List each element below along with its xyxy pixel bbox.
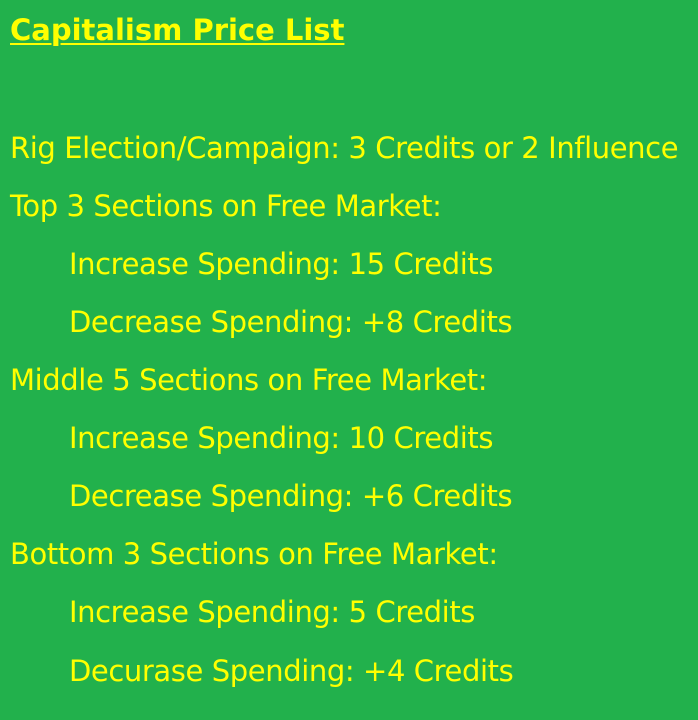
top-sections-heading: Top 3 Sections on Free Market:: [10, 189, 442, 223]
middle-decrease-spending-line: Decrease Spending: +6 Credits: [69, 479, 513, 513]
bottom-sections-heading: Bottom 3 Sections on Free Market:: [10, 537, 498, 571]
bottom-increase-spending-line: Increase Spending: 5 Credits: [69, 595, 476, 629]
middle-increase-spending-line: Increase Spending: 10 Credits: [69, 421, 494, 455]
middle-sections-heading: Middle 5 Sections on Free Market:: [10, 363, 488, 397]
page-title: Capitalism Price List: [10, 13, 345, 47]
top-decrease-spending-line: Decrease Spending: +8 Credits: [69, 305, 513, 339]
rig-election-line: Rig Election/Campaign: 3 Credits or 2 In…: [10, 131, 679, 165]
top-increase-spending-line: Increase Spending: 15 Credits: [69, 247, 494, 281]
bottom-decrease-spending-line: Decurase Spending: +4 Credits: [69, 654, 514, 688]
